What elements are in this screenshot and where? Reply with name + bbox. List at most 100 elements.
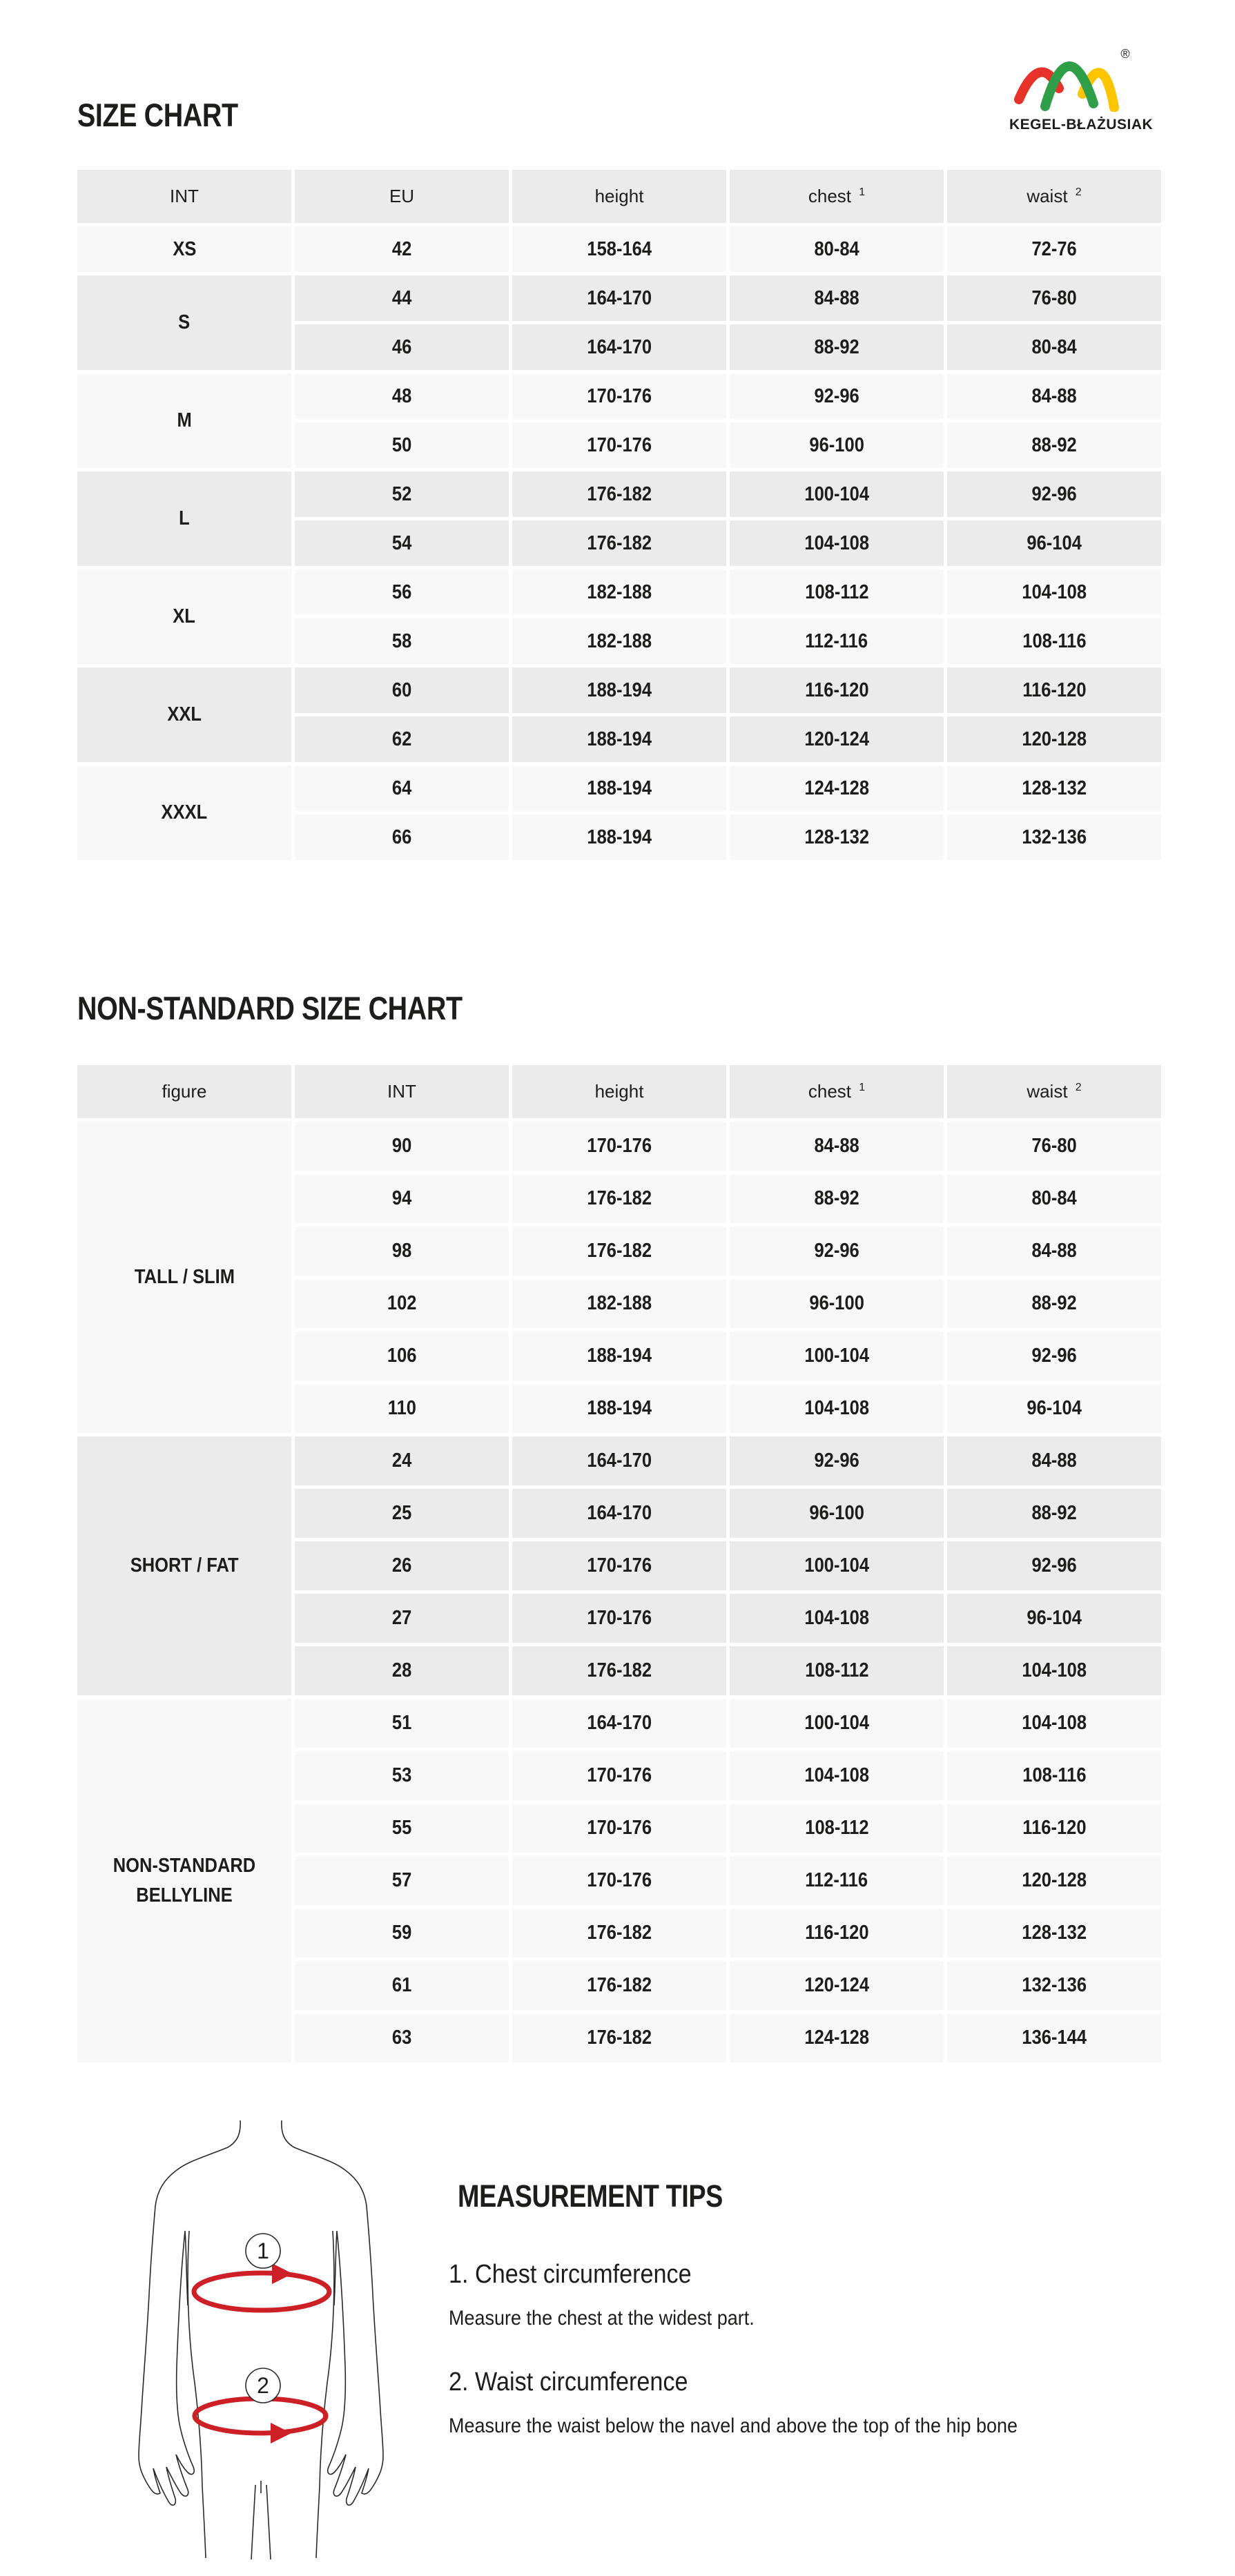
data-cell: 170-176: [512, 1122, 726, 1171]
data-cell: 108-112: [730, 569, 944, 615]
data-cell: 164-170: [512, 1489, 726, 1538]
data-cell: 96-104: [947, 1384, 1161, 1433]
body-outline: [138, 2120, 384, 2560]
column-header: figure: [77, 1065, 291, 1118]
data-cell: 61: [295, 1961, 509, 2010]
chest-measure-line: [191, 2263, 332, 2313]
data-cell: 76-80: [947, 275, 1161, 321]
data-cell: 188-194: [512, 667, 726, 713]
data-cell: 182-188: [512, 569, 726, 615]
data-cell: 112-116: [730, 1856, 944, 1905]
data-cell: 176-182: [512, 2013, 726, 2062]
data-cell: 26: [295, 1541, 509, 1590]
size-group-label: L: [77, 471, 291, 566]
data-cell: 100-104: [730, 1541, 944, 1590]
data-cell: 116-120: [947, 1804, 1161, 1853]
data-cell: 54: [295, 520, 509, 566]
chest-marker-badge: 1: [245, 2233, 281, 2269]
data-cell: 84-88: [947, 1436, 1161, 1485]
data-cell: 176-182: [512, 1646, 726, 1695]
data-cell: 88-92: [730, 1174, 944, 1223]
data-cell: 92-96: [730, 1227, 944, 1276]
data-cell: 62: [295, 716, 509, 762]
data-cell: 188-194: [512, 765, 726, 811]
body-outline-figure: 1 2: [137, 2120, 385, 2562]
data-cell: 188-194: [512, 1331, 726, 1380]
data-cell: 57: [295, 1856, 509, 1905]
page-title: SIZE CHART: [77, 97, 238, 134]
data-cell: 56: [295, 569, 509, 615]
data-cell: 176-182: [512, 1174, 726, 1223]
data-cell: 104-108: [730, 520, 944, 566]
data-cell: 96-100: [730, 1489, 944, 1538]
brand-logo: ® KEGEL-BŁAŻUSIAK: [1009, 46, 1153, 133]
data-cell: 100-104: [730, 1331, 944, 1380]
data-cell: 104-108: [730, 1384, 944, 1433]
data-cell: 158-164: [512, 226, 726, 272]
data-cell: 80-84: [947, 324, 1161, 370]
data-cell: 132-136: [947, 814, 1161, 860]
data-cell: 120-124: [730, 716, 944, 762]
data-cell: 164-170: [512, 1436, 726, 1485]
data-cell: 116-120: [730, 1909, 944, 1958]
data-cell: 188-194: [512, 1384, 726, 1433]
data-cell: 108-116: [947, 1751, 1161, 1800]
column-header: chest 1: [730, 170, 944, 223]
data-cell: 64: [295, 765, 509, 811]
data-cell: 52: [295, 471, 509, 517]
data-cell: 76-80: [947, 1122, 1161, 1171]
data-cell: 42: [295, 226, 509, 272]
data-cell: 108-112: [730, 1646, 944, 1695]
waist-marker-badge: 2: [245, 2368, 281, 2403]
data-cell: 128-132: [947, 1909, 1161, 1958]
data-cell: 84-88: [947, 373, 1161, 419]
data-cell: 188-194: [512, 814, 726, 860]
data-cell: 170-176: [512, 1541, 726, 1590]
size-group-label: NON-STANDARD BELLYLINE: [77, 1699, 291, 2062]
size-group-label: XS: [77, 226, 291, 272]
column-header: EU: [295, 170, 509, 223]
nonstandard-title: NON-STANDARD SIZE CHART: [77, 990, 463, 1027]
body-measurement-illustration: 1 2: [138, 2120, 384, 2560]
data-cell: 128-132: [730, 814, 944, 860]
data-cell: 132-136: [947, 1961, 1161, 2010]
data-cell: 100-104: [730, 1699, 944, 1748]
data-cell: 25: [295, 1489, 509, 1538]
data-cell: 84-88: [730, 1122, 944, 1171]
size-group-label: XL: [77, 569, 291, 664]
data-cell: 84-88: [947, 1227, 1161, 1276]
measurement-tips-section: MEASUREMENT TIPS 1. Chest circumference …: [449, 2178, 1111, 2475]
data-cell: 124-128: [730, 765, 944, 811]
data-cell: 92-96: [947, 1541, 1161, 1590]
data-cell: 92-96: [947, 471, 1161, 517]
data-cell: 170-176: [512, 1856, 726, 1905]
data-cell: 88-92: [947, 1279, 1161, 1328]
data-cell: 112-116: [730, 618, 944, 664]
data-cell: 59: [295, 1909, 509, 1958]
size-group-label: XXXL: [77, 765, 291, 860]
data-cell: 136-144: [947, 2013, 1161, 2062]
size-chart-table: INT EU height chest 1 waist 2 XS 42 158-164 80-8…: [77, 170, 1161, 860]
data-cell: 46: [295, 324, 509, 370]
data-cell: 50: [295, 422, 509, 468]
data-cell: 108-116: [947, 618, 1161, 664]
data-cell: 94: [295, 1174, 509, 1223]
data-cell: 88-92: [947, 1489, 1161, 1538]
data-cell: 124-128: [730, 2013, 944, 2062]
size-group-label: XXL: [77, 667, 291, 762]
data-cell: 55: [295, 1804, 509, 1853]
column-header: chest 1: [730, 1065, 944, 1118]
data-cell: 96-100: [730, 1279, 944, 1328]
data-cell: 92-96: [947, 1331, 1161, 1380]
logo-green-peak: [1040, 61, 1098, 111]
data-cell: 120-124: [730, 1961, 944, 2010]
data-cell: 116-120: [730, 667, 944, 713]
data-cell: 80-84: [947, 1174, 1161, 1223]
data-cell: 108-112: [730, 1804, 944, 1853]
data-cell: 104-108: [947, 1699, 1161, 1748]
data-cell: 28: [295, 1646, 509, 1695]
data-cell: 88-92: [947, 422, 1161, 468]
data-cell: 58: [295, 618, 509, 664]
registered-trademark-icon: ®: [1120, 47, 1129, 61]
